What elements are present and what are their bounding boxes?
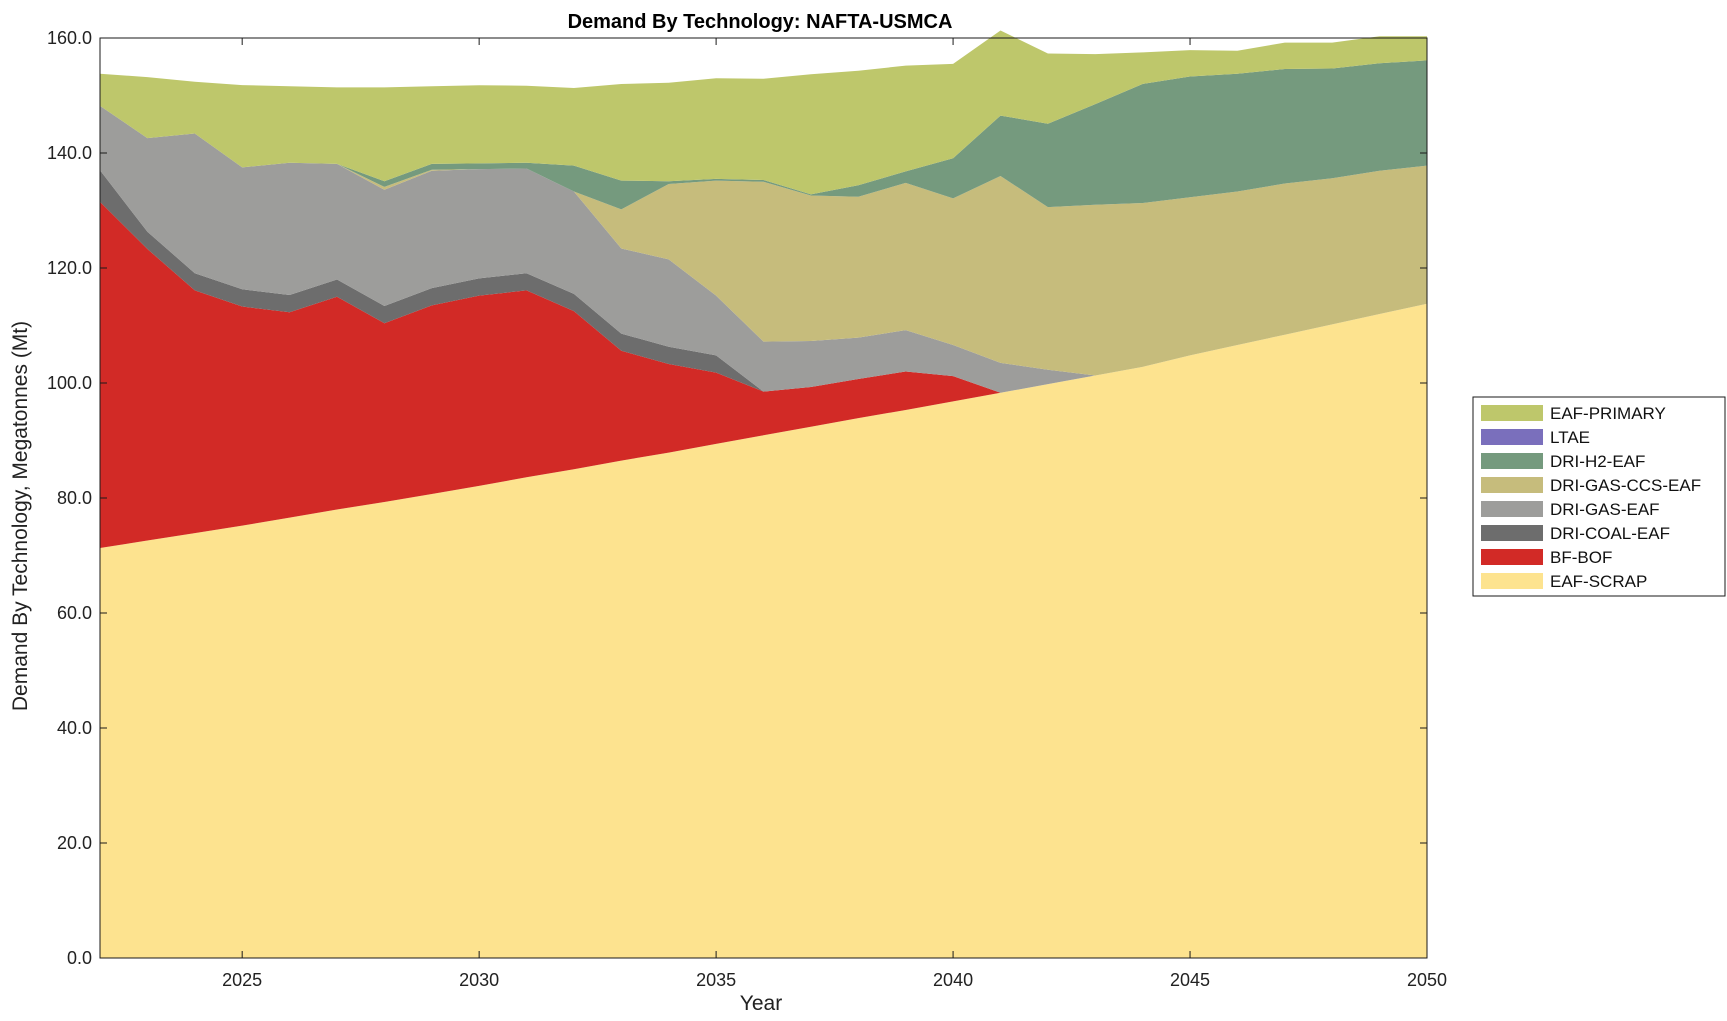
y-tick-label: 140.0 <box>47 143 92 163</box>
legend-label-eaf-scrap: EAF-SCRAP <box>1550 572 1647 591</box>
y-tick-label: 80.0 <box>57 488 92 508</box>
legend-swatch-dri-coal-eaf <box>1481 525 1543 541</box>
legend-label-dri-h2-eaf: DRI-H2-EAF <box>1550 452 1645 471</box>
legend-label-dri-gas-eaf: DRI-GAS-EAF <box>1550 500 1660 519</box>
legend-label-dri-gas-ccs-eaf: DRI-GAS-CCS-EAF <box>1550 476 1701 495</box>
y-tick-label: 20.0 <box>57 833 92 853</box>
y-tick-label: 40.0 <box>57 718 92 738</box>
legend-swatch-eaf-scrap <box>1481 573 1543 589</box>
area-eaf-primary <box>100 30 1427 195</box>
legend-swatch-dri-h2-eaf <box>1481 453 1543 469</box>
y-tick-label: 0.0 <box>67 948 92 968</box>
x-axis-title: Year <box>740 992 782 1015</box>
x-tick-label: 2050 <box>1407 970 1447 990</box>
y-tick-label: 160.0 <box>47 28 92 48</box>
x-tick-label: 2035 <box>696 970 736 990</box>
area-dri-h2-eaf <box>100 60 1427 210</box>
x-tick-label: 2045 <box>1170 970 1210 990</box>
legend-label-ltae: LTAE <box>1550 428 1590 447</box>
legend-label-eaf-primary: EAF-PRIMARY <box>1550 404 1666 423</box>
legend-label-dri-coal-eaf: DRI-COAL-EAF <box>1550 524 1670 543</box>
y-tick-label: 60.0 <box>57 603 92 623</box>
area-bf-bof <box>100 201 1427 548</box>
x-tick-label: 2040 <box>933 970 973 990</box>
area-eaf-scrap <box>100 303 1427 958</box>
area-layers <box>100 30 1427 958</box>
area-dri-gas-eaf <box>100 105 1427 393</box>
legend-swatch-dri-gas-eaf <box>1481 501 1543 517</box>
legend-swatch-dri-gas-ccs-eaf <box>1481 477 1543 493</box>
y-axis-title: Demand By Technology, Megatonnes (Mt) <box>9 321 32 711</box>
x-tick-label: 2025 <box>222 970 262 990</box>
legend-swatch-eaf-primary <box>1481 405 1543 421</box>
x-axis: 2025 2030 2035 2040 2045 2050 <box>222 38 1447 990</box>
y-tick-label: 120.0 <box>47 258 92 278</box>
legend-swatch-ltae <box>1481 429 1543 445</box>
y-axis: 0.0 20.0 40.0 60.0 80.0 100.0 120.0 140.0 160.0 <box>47 28 1427 968</box>
y-tick-label: 100.0 <box>47 373 92 393</box>
x-tick-label: 2030 <box>459 970 499 990</box>
legend: EAF-PRIMARY LTAE DRI-H2-EAF DRI-GAS-CCS-EAF… <box>1472 396 1726 597</box>
legend-swatch-bf-bof <box>1481 549 1543 565</box>
chart-title: Demand By Technology: NAFTA-USMCA <box>568 11 953 33</box>
area-dri-gas-ccs-eaf <box>100 105 1427 376</box>
legend-label-bf-bof: BF-BOF <box>1550 548 1612 567</box>
